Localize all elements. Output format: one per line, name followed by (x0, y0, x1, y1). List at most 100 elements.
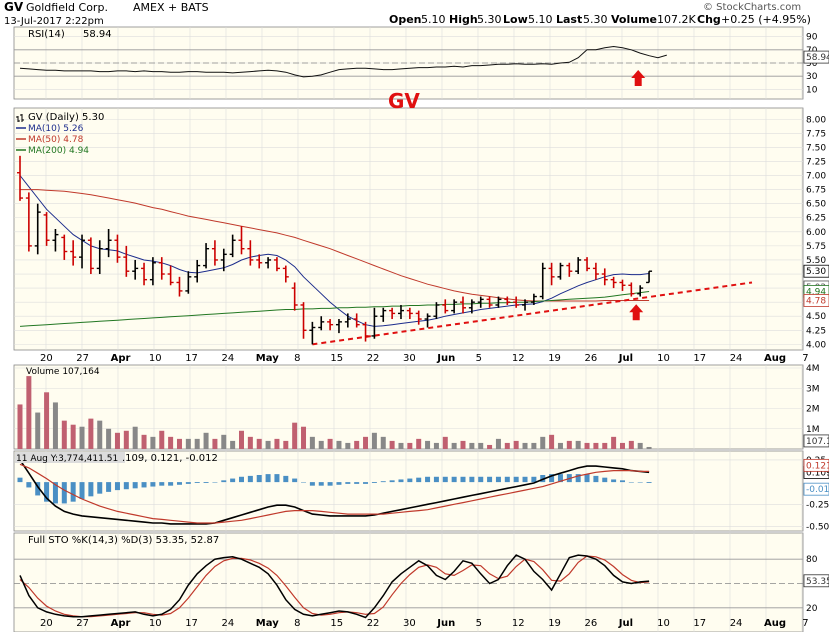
price-tick: 7.00 (806, 172, 826, 182)
price-x-label: 12 (512, 353, 525, 364)
macd-histogram-bar (106, 482, 112, 492)
volume-bar (168, 436, 174, 449)
macd-histogram-bar (221, 480, 227, 483)
volume-bar (628, 440, 634, 449)
macd-signal-line (19, 463, 650, 524)
volume-bar (123, 430, 129, 449)
macd-histogram-bar (327, 482, 333, 486)
price-bar (513, 296, 520, 308)
volume-bar (283, 440, 289, 449)
macd-histogram-bar (256, 475, 262, 483)
macd-histogram-bar (230, 478, 236, 483)
macd-histogram-bar (150, 482, 156, 487)
price-x-label: 24 (222, 353, 235, 364)
price-bar (539, 262, 546, 300)
macd-tick: -0.25 (806, 500, 829, 510)
price-bar (530, 293, 537, 305)
price-bar (601, 268, 608, 286)
volume-bar (61, 420, 67, 449)
price-bar (194, 259, 201, 283)
macd-histogram-bar (575, 474, 581, 483)
chg-value: +0.25 (+4.95%) (721, 13, 811, 26)
price-tick: 6.50 (806, 200, 826, 210)
rsi-tick: 90 (806, 33, 818, 43)
macd-histogram-bar (70, 482, 76, 502)
price-bar (300, 302, 307, 339)
volume-bar (70, 424, 76, 449)
volume-bar (150, 436, 156, 449)
sto-legend: Full STO %K(14,3) %D(3) 53.35, 52.87 (28, 535, 219, 546)
price-bar (211, 240, 218, 266)
price-bar (468, 299, 475, 314)
price-bar (397, 304, 404, 320)
volume-tick: 2M (806, 405, 820, 415)
volume-bar (132, 426, 138, 449)
full_sto-tick: 20 (806, 604, 818, 614)
macd-last-label: 0.109 (806, 468, 829, 478)
macd-histogram-bar (88, 482, 94, 497)
macd-histogram-bar (292, 478, 298, 483)
support-trendline (312, 281, 753, 346)
macd-histogram-bar (176, 482, 182, 485)
macd-histogram-bar (301, 482, 307, 483)
volume-bar (389, 440, 395, 449)
price-bar (451, 299, 458, 314)
sto-x-label: 12 (512, 618, 525, 629)
price-bar (592, 262, 599, 280)
sto-x-label: 10 (657, 618, 670, 629)
macd-histogram-bar (557, 474, 563, 483)
volume-bar (79, 426, 85, 449)
price-arrow-annotation (629, 304, 644, 321)
price-bar (442, 299, 449, 314)
volume-bar (309, 436, 315, 449)
macd-histogram-bar (97, 482, 103, 494)
macd-legend-values: .109, 0.121, -0.012 (122, 453, 218, 464)
macd-histogram-bar (345, 482, 351, 484)
volume-bar (318, 440, 324, 449)
volume-bar (425, 440, 431, 449)
volume-bar (371, 432, 377, 449)
volume-bar (265, 440, 271, 449)
price-tick: 6.00 (806, 228, 826, 238)
volume-bar (336, 440, 342, 449)
price-bar (273, 257, 280, 272)
volume-bar (212, 438, 218, 449)
macd-histogram-bar (433, 476, 439, 483)
macd-histogram-bar (619, 480, 625, 483)
rsi-tick: 50 (806, 59, 818, 69)
price-x-label: 30 (403, 353, 416, 364)
macd-histogram-bar (17, 477, 23, 483)
price-tick: 6.25 (806, 214, 826, 224)
price-x-label: 10 (657, 353, 670, 364)
volume-value: 107.2K (657, 13, 696, 26)
price-tick: 7.75 (806, 129, 826, 139)
price-bar (158, 257, 165, 280)
date-line: 13-Jul-2017 2:22pm (4, 16, 104, 27)
macd-histogram-bar (363, 482, 369, 484)
sto-x-label: Apr (111, 618, 131, 629)
price-tick: 7.25 (806, 157, 826, 167)
macd-histogram-bar (114, 482, 120, 491)
rsi-legend: RSI(14) (28, 29, 65, 40)
sto-last-label-box (803, 574, 829, 588)
volume-bar (345, 442, 351, 449)
price-bar (203, 243, 210, 269)
macd-histogram-bar (44, 482, 50, 502)
price-bar (406, 307, 413, 320)
sto-x-label: Jun (436, 618, 455, 629)
price-bar (610, 276, 617, 289)
price-bar (17, 155, 23, 201)
price-bar (87, 237, 94, 275)
macd-histogram-bar (549, 474, 555, 483)
price-bar (167, 265, 174, 286)
volume-bar (354, 440, 360, 449)
volume-bar (433, 442, 439, 449)
volume-bar (363, 436, 369, 449)
price-tick: 5.50 (806, 256, 826, 266)
price-tick: 6.75 (806, 186, 826, 196)
macd-last-label-box (803, 458, 829, 472)
volume-bar (114, 432, 120, 449)
macd-histogram-bar (637, 482, 643, 483)
price-bar (114, 234, 121, 263)
price-bar (522, 299, 529, 311)
